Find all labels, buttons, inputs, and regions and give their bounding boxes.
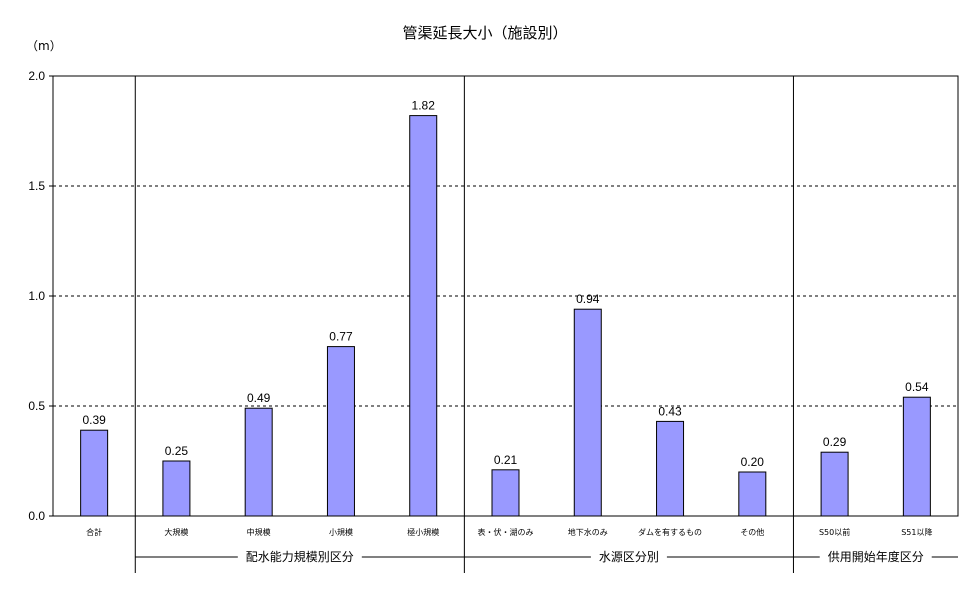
group-label: 供用開始年度区分 xyxy=(828,549,924,564)
data-label: 0.21 xyxy=(494,453,518,467)
data-label: 0.49 xyxy=(247,391,271,405)
bar-series xyxy=(80,115,931,517)
data-label: 0.54 xyxy=(905,380,929,394)
category-label: 中規模 xyxy=(247,527,271,537)
grid-layer xyxy=(53,185,958,407)
data-label: 0.20 xyxy=(741,455,765,469)
category-label: その他 xyxy=(740,527,764,537)
value-labels: 0.39 0.25 0.49 0.77 1.82 0.21 0.94 0.43 0.20 0.29… xyxy=(82,99,928,469)
bar xyxy=(573,308,602,517)
category-label: 大規模 xyxy=(164,527,188,537)
category-label: 表・伏・湖のみ xyxy=(478,527,534,537)
plot-border xyxy=(52,75,959,517)
bar xyxy=(409,115,438,517)
category-label: 小規模 xyxy=(329,527,353,537)
data-label: 0.77 xyxy=(329,330,353,344)
bar xyxy=(902,396,931,517)
bar xyxy=(326,346,355,517)
y-tick-label: 2.0 xyxy=(28,69,45,83)
group-labels: 配水能力規模別区分 水源区分別 供用開始年度区分 xyxy=(134,76,958,573)
y-tick-label: 1.5 xyxy=(28,179,45,193)
data-label: 0.29 xyxy=(823,435,847,449)
bar xyxy=(162,460,191,517)
y-tick-label: 0.5 xyxy=(28,399,45,413)
category-label: S51以降 xyxy=(901,527,932,537)
plot-frame xyxy=(52,75,959,517)
data-label: 0.39 xyxy=(82,413,106,427)
y-unit-label: （m） xyxy=(26,39,62,53)
data-label: 0.25 xyxy=(165,444,189,458)
bar xyxy=(491,469,520,517)
bar xyxy=(80,429,109,517)
category-label: 極小規模 xyxy=(407,527,439,537)
group-label: 水源区分別 xyxy=(599,550,659,564)
y-axis-ticks: 0.0 0.5 1.0 1.5 2.0 xyxy=(28,69,53,523)
category-labels: 合計 大規模 中規模 小規模 極小規模 表・伏・湖のみ 地下水のみ ダムを有するもの その他 S5… xyxy=(86,527,932,537)
group-label: 配水能力規模別区分 xyxy=(246,549,354,564)
category-label: S50以前 xyxy=(819,527,850,537)
bar xyxy=(820,451,849,517)
data-label: 0.43 xyxy=(658,404,682,418)
data-label: 0.94 xyxy=(576,292,600,306)
y-tick-label: 1.0 xyxy=(28,289,45,303)
y-tick-label: 0.0 xyxy=(28,509,45,523)
bar xyxy=(656,420,685,517)
category-label: 地下水のみ xyxy=(568,527,608,537)
bar xyxy=(738,471,767,517)
data-label: 1.82 xyxy=(412,99,436,113)
category-label: ダムを有するもの xyxy=(638,527,702,537)
category-label: 合計 xyxy=(86,527,102,537)
bar xyxy=(244,407,273,517)
chart-title: 管渠延長大小（施設別） xyxy=(402,24,567,42)
